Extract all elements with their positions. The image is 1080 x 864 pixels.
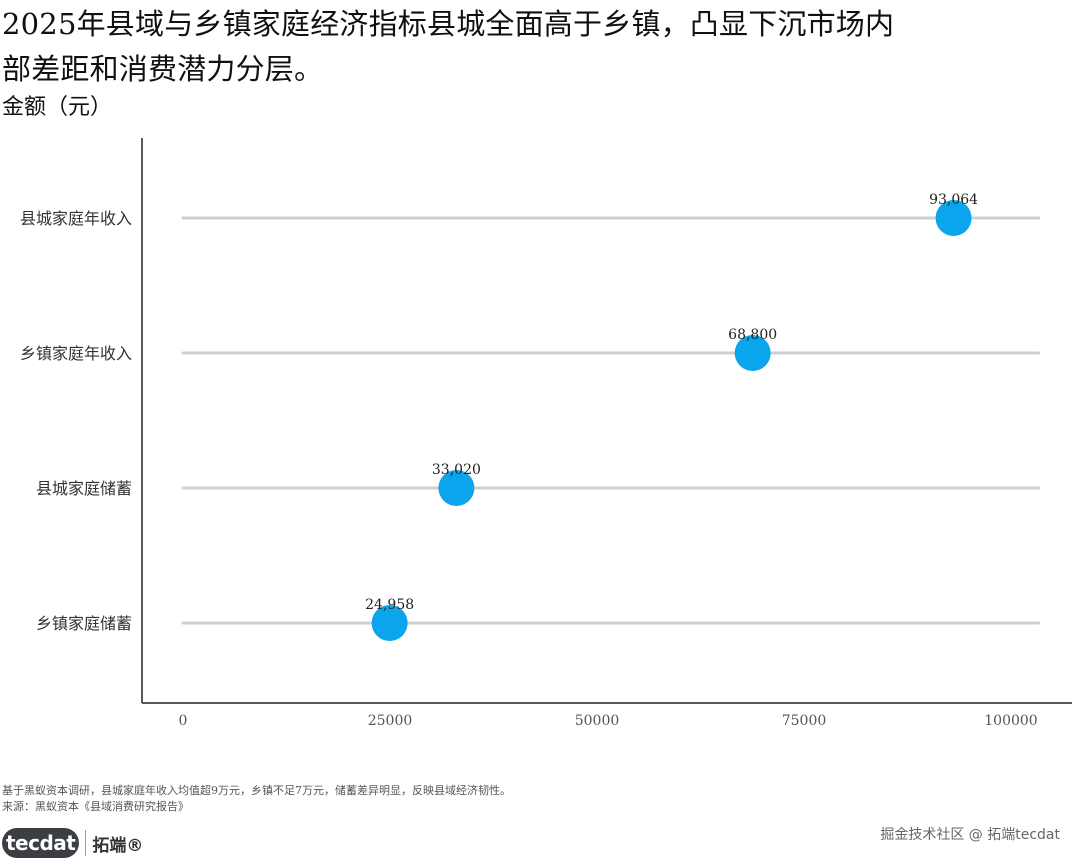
x-tick-label: 50000	[575, 713, 620, 729]
value-label: 24,958	[365, 597, 414, 613]
brand-logo: tecdat 拓端®	[2, 826, 143, 860]
logo-badge: tecdat	[2, 828, 80, 858]
data-point	[935, 200, 972, 236]
footnote: 基于黑蚁资本调研，县城家庭年收入均值超9万元，乡镇不足7万元，储蓄差异明显，反映…	[2, 784, 511, 797]
logo-divider	[85, 830, 87, 856]
watermark-text: 掘金技术社区 @ 拓端tecdat	[880, 827, 1060, 843]
logo-cn-text: 拓端®	[92, 835, 144, 856]
chart-title: 2025年县域与乡镇家庭经济指标县城全面高于乡镇，凸显下沉市场内部差距和消费潜力…	[2, 7, 895, 86]
data-point	[438, 470, 475, 506]
value-label: 93,064	[929, 192, 978, 208]
x-tick-label: 25000	[368, 713, 413, 729]
x-tick-label: 0	[179, 713, 188, 729]
category-label: 县城家庭年收入	[20, 209, 132, 228]
x-tick-label: 75000	[782, 713, 827, 729]
x-tick-label: 100000	[984, 713, 1037, 729]
category-label: 县城家庭储蓄	[36, 479, 132, 498]
category-label: 乡镇家庭年收入	[20, 344, 132, 363]
data-point	[734, 335, 771, 371]
category-label: 乡镇家庭储蓄	[36, 614, 132, 633]
y-unit-label: 金额（元）	[2, 95, 113, 120]
data-point	[371, 605, 408, 641]
dot-plot-chart: 0 25000 50000 75000 100000 县城家庭年收入 93,064 乡镇家庭年…	[20, 138, 1072, 729]
value-label: 68,800	[728, 327, 777, 343]
source-note: 来源：黑蚁资本《县域消费研究报告》	[2, 800, 189, 813]
value-label: 33,020	[432, 462, 481, 478]
